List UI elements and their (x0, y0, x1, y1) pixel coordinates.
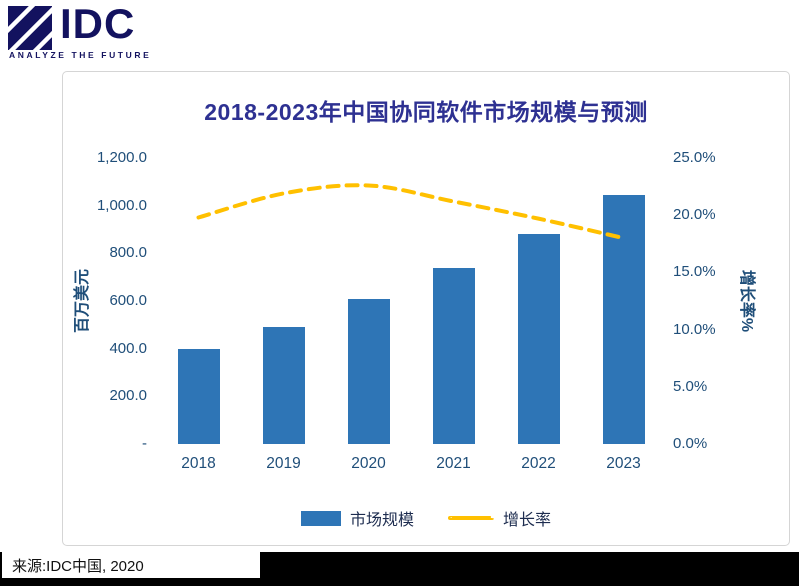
idc-tagline: ANALYZE THE FUTURE (9, 50, 152, 60)
legend-label-growth-rate: 增长率 (503, 512, 552, 529)
x-label-2018: 2018 (181, 455, 216, 472)
footer-bar: 来源:IDC中国, 2020 (0, 552, 799, 586)
legend-item-growth-rate: 增长率 (448, 506, 551, 530)
x-label-2020: 2020 (351, 455, 386, 472)
axis-tick: - (142, 435, 147, 452)
source-label: 来源:IDC中国, 2020 (2, 552, 260, 578)
legend-label-market-size: 市场规模 (349, 512, 414, 529)
axis-tick: 25.0% (673, 149, 716, 166)
axis-tick: 800.0 (109, 244, 147, 262)
legend-item-market-size: 市场规模 (300, 506, 414, 530)
growth-rate-line (196, 183, 626, 241)
dashed-line-swatch-icon (448, 516, 494, 520)
plot-area (156, 158, 666, 444)
bar-2019 (262, 326, 305, 444)
axis-tick: 5.0% (673, 377, 708, 395)
bar-2021 (432, 268, 475, 444)
bar-2022 (517, 233, 560, 444)
x-label-2021: 2021 (436, 455, 471, 472)
idc-logo-text: IDC (60, 0, 136, 47)
axis-tick: 1,000.0 (96, 196, 147, 214)
axis-tick: 20.0% (673, 206, 716, 224)
idc-flag-icon (8, 6, 52, 50)
left-axis-ticks: 1,200.0 1,000.0 800.0 600.0 400.0 200.0 - (63, 149, 147, 453)
x-label-2022: 2022 (521, 455, 556, 472)
right-axis-ticks: 25.0% 20.0% 15.0% 10.0% 5.0% 0.0% (673, 149, 743, 453)
axis-tick: 0.0% (673, 435, 708, 452)
idc-logo: IDC ANALYZE THE FUTURE (8, 0, 178, 60)
bar-2018 (177, 348, 220, 444)
x-label-2023: 2023 (606, 455, 641, 472)
axis-tick: 1,200.0 (96, 149, 147, 166)
legend: 市场规模 增长率 (63, 506, 789, 530)
axis-tick: 200.0 (109, 387, 147, 405)
market-size-bars (156, 158, 666, 444)
axis-tick: 10.0% (673, 320, 716, 338)
chart-container: 2018-2023年中国协同软件市场规模与预测 百万美元 增长率% 1,200.… (62, 71, 790, 546)
bar-swatch-icon (300, 510, 341, 526)
bar-2020 (347, 299, 390, 444)
axis-tick: 600.0 (109, 292, 147, 309)
axis-tick: 400.0 (109, 339, 147, 357)
axis-tick: 15.0% (673, 263, 716, 281)
x-label-2019: 2019 (266, 455, 301, 472)
x-axis-labels: 2018 2019 2020 2021 2022 2023 (156, 454, 666, 474)
chart-title: 2018-2023年中国协同软件市场规模与预测 (204, 99, 648, 125)
